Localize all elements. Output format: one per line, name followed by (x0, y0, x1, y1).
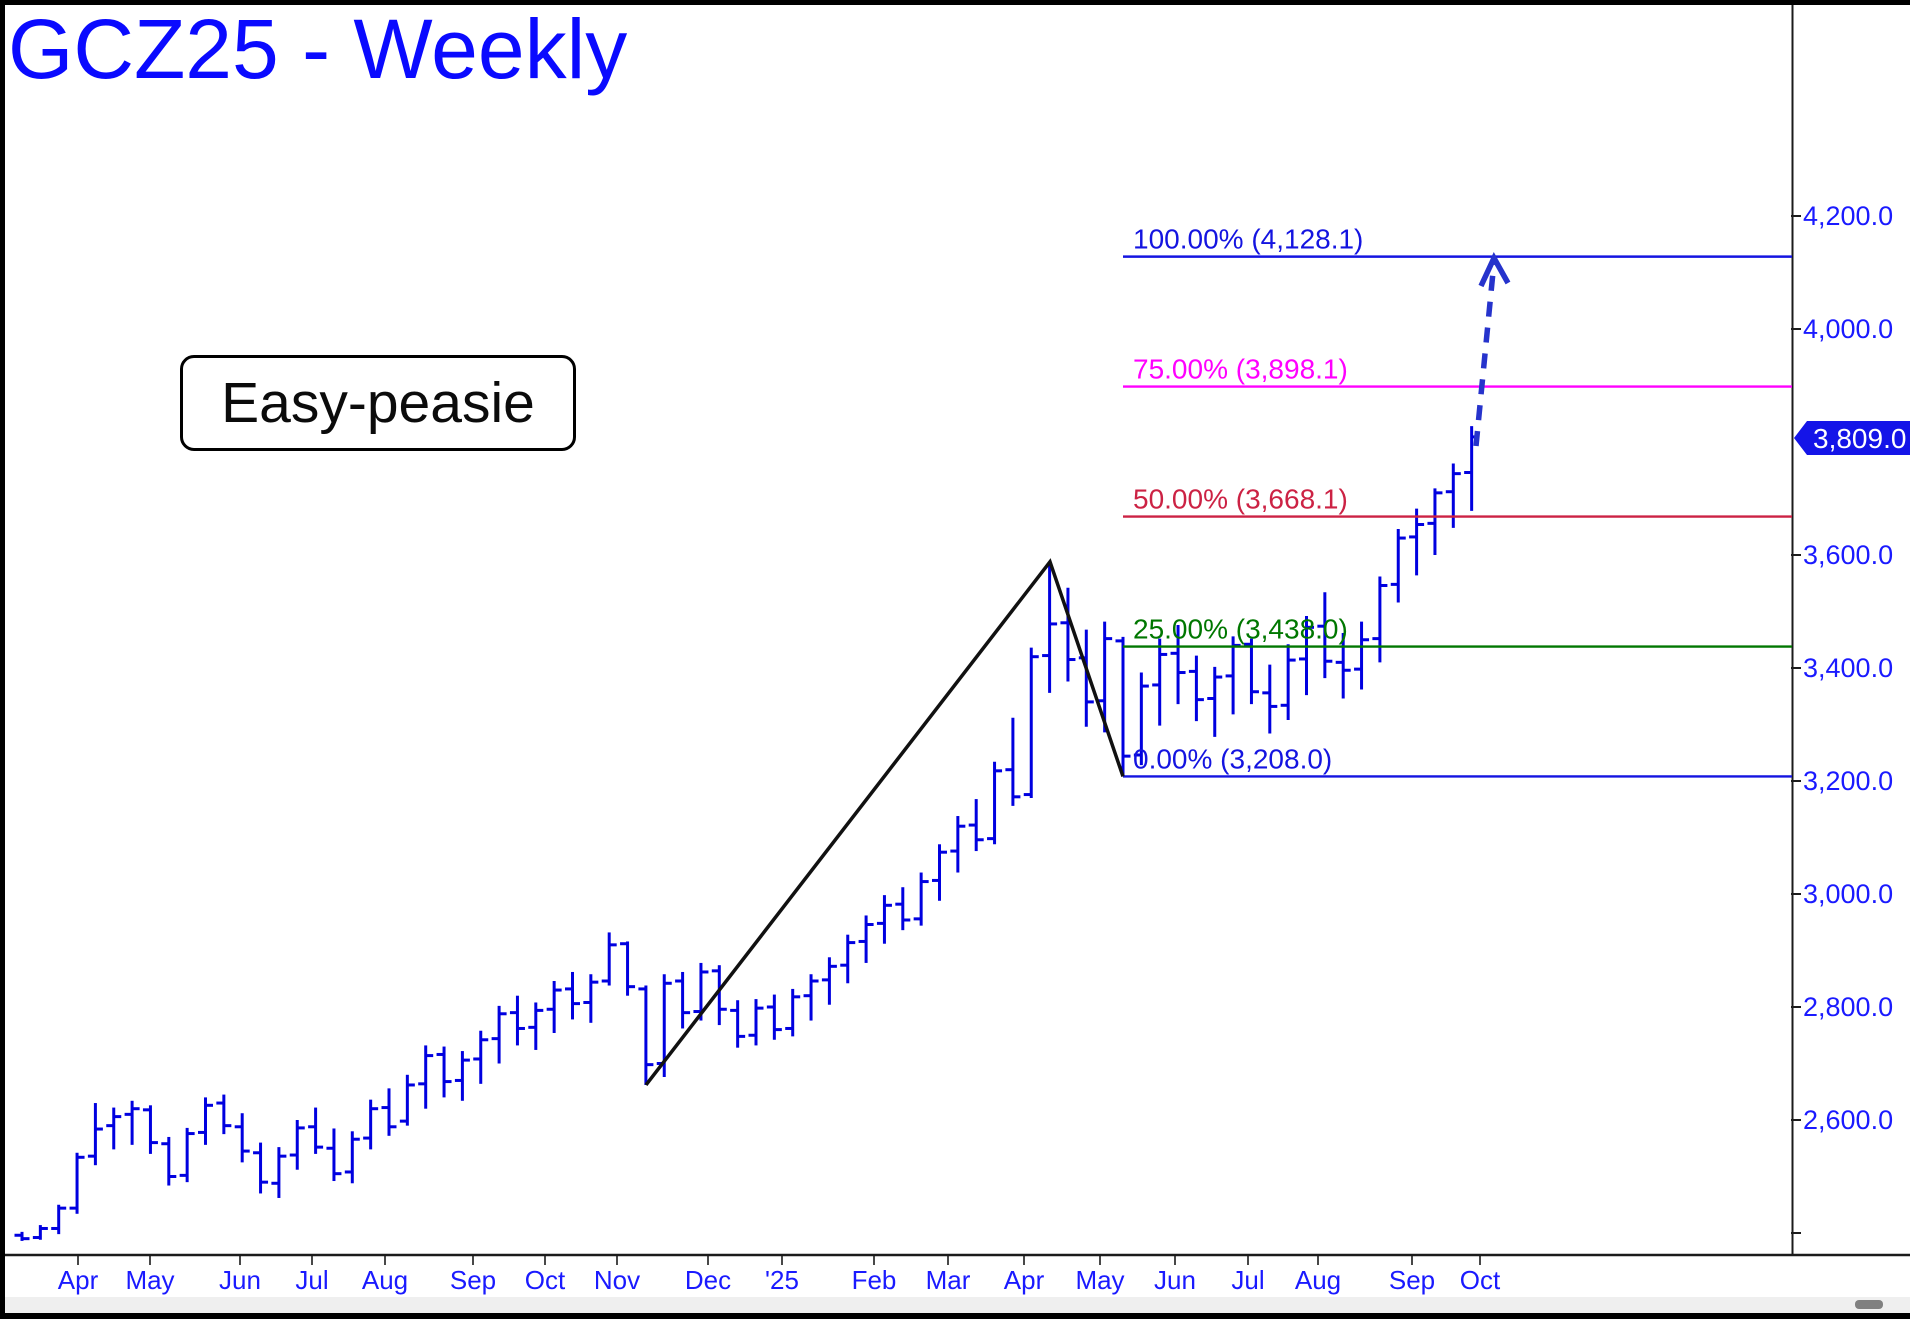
left-border (0, 0, 5, 1319)
month-label: May (1075, 1265, 1124, 1295)
abc-trendline (644, 558, 1125, 1087)
top-border (0, 0, 1910, 5)
trendline (644, 558, 1125, 1087)
price-tick-label: 2,800.0 (1803, 992, 1893, 1022)
month-label: May (125, 1265, 174, 1295)
price-tick-label: 3,200.0 (1803, 766, 1893, 796)
last-price-badge-shape (1794, 421, 1910, 455)
price-tick-label: 4,000.0 (1803, 314, 1893, 344)
bottom-border (0, 1313, 1910, 1319)
last-price-badge-label: 3,809.0 (1813, 423, 1906, 454)
month-label: Jun (219, 1265, 261, 1295)
price-tick-label: 3,000.0 (1803, 879, 1893, 909)
fib-level-label: 25.00% (3,438.0) (1133, 614, 1348, 645)
month-label: Aug (1295, 1265, 1341, 1295)
month-label: Aug (362, 1265, 408, 1295)
month-label: Jun (1154, 1265, 1196, 1295)
month-label: Jul (295, 1265, 328, 1295)
fibonacci-extension-levels: 100.00% (4,128.1) 75.00% (3,898.1) 50.00% … (1123, 224, 1792, 778)
price-tick-label: 3,400.0 (1803, 653, 1893, 683)
month-label: Apr (58, 1265, 99, 1295)
fib-level-label: 50.00% (3,668.1) (1133, 484, 1348, 515)
fib-level-label: 75.00% (3,898.1) (1133, 354, 1348, 385)
price-tick-label: 4,200.0 (1803, 201, 1893, 231)
horizontal-scrollbar-track[interactable] (0, 1297, 1910, 1313)
month-label: Dec (685, 1265, 731, 1295)
chart-title: GCZ25 - Weekly (8, 2, 627, 96)
month-label: Sep (450, 1265, 496, 1295)
arrow-head (1478, 251, 1511, 288)
projection-arrow (1473, 251, 1511, 447)
price-tick-label: 2,600.0 (1803, 1105, 1893, 1135)
month-label: '25 (765, 1265, 799, 1295)
month-label: Feb (852, 1265, 897, 1295)
ohlc-bars (14, 426, 1480, 1241)
price-tick-label: 3,600.0 (1803, 540, 1893, 570)
price-axis: 4,200.0 4,000.0 3,600.0 3,400.0 3,200.0 3,000… (1791, 201, 1893, 1234)
month-label: Apr (1004, 1265, 1045, 1295)
month-label: Oct (525, 1265, 566, 1295)
last-price-badge: 3,809.0 (1794, 421, 1910, 455)
annotation-box[interactable]: Easy-peasie (180, 355, 576, 451)
month-label: Mar (926, 1265, 971, 1295)
time-axis: Apr May Jun Jul Aug Sep Oct Nov Dec '25 Feb Mar Apr M… (58, 1255, 1501, 1295)
month-label: Sep (1389, 1265, 1435, 1295)
fib-level-label: 100.00% (4,128.1) (1133, 224, 1363, 255)
month-label: Nov (594, 1265, 640, 1295)
annotation-text: Easy-peasie (221, 371, 535, 435)
month-label: Jul (1231, 1265, 1264, 1295)
fib-level-label: 0.00% (3,208.0) (1133, 743, 1332, 774)
arrow-shaft (1473, 261, 1497, 447)
month-label: Oct (1460, 1265, 1501, 1295)
horizontal-scrollbar-thumb[interactable] (1855, 1300, 1883, 1309)
